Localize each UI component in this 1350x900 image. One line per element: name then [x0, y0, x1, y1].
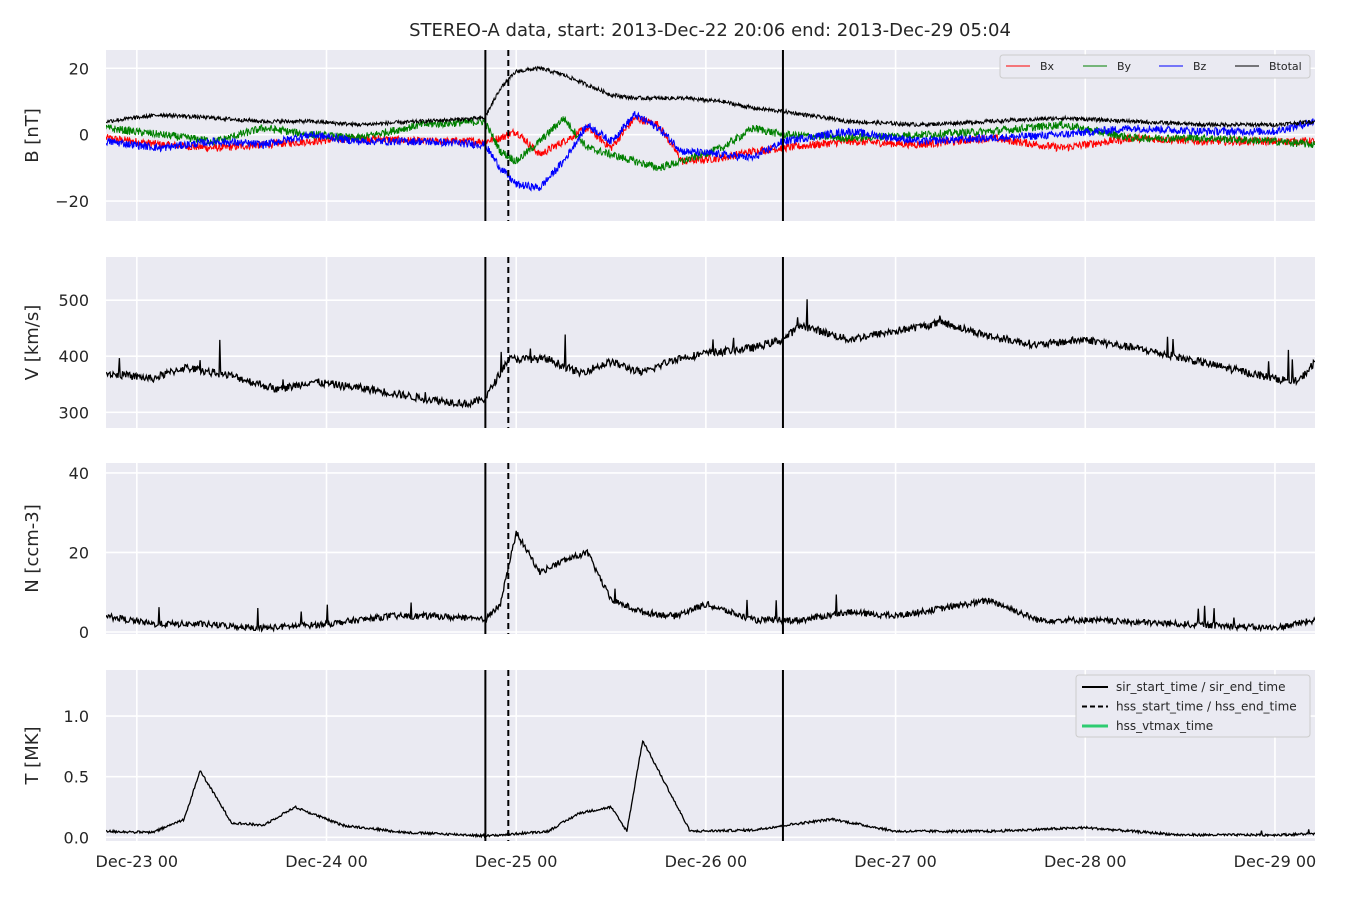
panel-3: 40 20 0 N [ccm-3] [22, 463, 1315, 642]
y-tick-label: 300 [58, 403, 89, 422]
series-line-data [106, 530, 1315, 633]
x-tick-label: Dec-25 00 [475, 852, 558, 871]
legend-label: Bz [1193, 60, 1207, 73]
series-line-bz [106, 110, 1315, 192]
y-tick-label: 1.0 [64, 707, 89, 726]
chart-title: STEREO-A data, start: 2013-Dec-22 20:06 … [409, 20, 1011, 41]
legend-label: hss_start_time / hss_end_time [1116, 700, 1297, 714]
y-tick-label: 20 [69, 59, 89, 78]
y-tick-label: 400 [58, 347, 89, 366]
y-tick-label: 500 [58, 291, 89, 310]
x-tick-label: Dec-26 00 [665, 852, 748, 871]
x-tick-label: Dec-27 00 [854, 852, 937, 871]
series-line-btotal [106, 65, 1315, 129]
panel-background [106, 257, 1315, 428]
legend-frame [999, 54, 1311, 79]
y-tick-label: 0 [79, 623, 89, 642]
x-tick-label: Dec-24 00 [285, 852, 368, 871]
y-axis-label: T [MK] [22, 726, 43, 785]
legend-label: Bx [1040, 60, 1055, 73]
y-axis-label: V [km/s] [22, 305, 43, 380]
legend-frame [1075, 674, 1311, 738]
x-tick-label: Dec-29 00 [1234, 852, 1317, 871]
x-tick-label: Dec-23 00 [96, 852, 179, 871]
series-line-data [106, 740, 1315, 839]
y-tick-label: 40 [69, 464, 89, 483]
series-line-data [106, 299, 1315, 409]
panel-background [106, 463, 1315, 634]
y-tick-label: 20 [69, 543, 89, 562]
y-axis-label: B [nT] [22, 108, 43, 163]
y-tick-label: 0.0 [64, 828, 89, 847]
y-tick-label: −20 [55, 192, 89, 211]
legend-label: hss_vtmax_time [1116, 719, 1213, 733]
x-tick-label: Dec-28 00 [1044, 852, 1127, 871]
y-axis-label: N [ccm-3] [22, 504, 43, 593]
panel-2: 500 400 300 V [km/s] [22, 257, 1315, 428]
series-line-bx [106, 114, 1315, 166]
y-tick-label: 0.5 [64, 768, 89, 787]
legend-t: sir_start_time / sir_end_time hss_start_t… [1075, 674, 1311, 738]
legend-b: Bx By Bz Btotal [999, 54, 1311, 79]
y-tick-label: 0 [79, 126, 89, 145]
legend-label: Btotal [1269, 60, 1302, 73]
legend-label: sir_start_time / sir_end_time [1116, 680, 1286, 694]
legend-label: By [1117, 60, 1132, 73]
